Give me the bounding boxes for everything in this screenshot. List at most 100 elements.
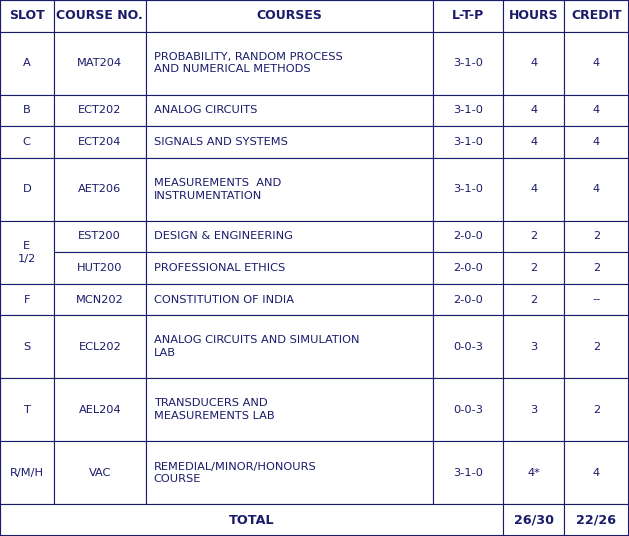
Bar <box>146 315 433 378</box>
Bar <box>146 126 433 158</box>
Bar <box>0 315 53 378</box>
Bar <box>53 221 146 252</box>
Text: ECT204: ECT204 <box>78 137 121 147</box>
Text: 0-0-3: 0-0-3 <box>454 405 483 415</box>
Bar <box>146 94 433 126</box>
Bar <box>564 378 629 442</box>
Bar <box>433 94 503 126</box>
Text: MEASUREMENTS  AND
INSTRUMENTATION: MEASUREMENTS AND INSTRUMENTATION <box>153 178 281 200</box>
Text: L-T-P: L-T-P <box>452 9 484 23</box>
Bar <box>503 442 564 504</box>
Bar <box>433 126 503 158</box>
Text: 2-0-0: 2-0-0 <box>454 294 483 304</box>
Bar <box>433 0 503 32</box>
Text: REMEDIAL/MINOR/HONOURS
COURSE: REMEDIAL/MINOR/HONOURS COURSE <box>153 461 316 485</box>
Text: F: F <box>23 294 30 304</box>
Text: 4: 4 <box>593 58 600 68</box>
Bar <box>53 0 146 32</box>
Text: 3-1-0: 3-1-0 <box>454 184 483 194</box>
Bar <box>53 284 146 315</box>
Bar <box>503 32 564 94</box>
Bar <box>564 32 629 94</box>
Text: DESIGN & ENGINEERING: DESIGN & ENGINEERING <box>153 232 292 242</box>
Bar <box>503 221 564 252</box>
Text: 4: 4 <box>530 184 537 194</box>
Bar <box>433 252 503 284</box>
Bar <box>0 442 53 504</box>
Bar <box>564 158 629 221</box>
Text: MCN202: MCN202 <box>76 294 124 304</box>
Text: 2: 2 <box>593 405 600 415</box>
Bar <box>564 315 629 378</box>
Bar <box>0 126 53 158</box>
Text: 3-1-0: 3-1-0 <box>454 58 483 68</box>
Bar <box>564 442 629 504</box>
Bar <box>503 252 564 284</box>
Bar <box>146 378 433 442</box>
Bar <box>146 442 433 504</box>
Bar <box>53 126 146 158</box>
Text: 2: 2 <box>593 263 600 273</box>
Text: 2-0-0: 2-0-0 <box>454 232 483 242</box>
Bar <box>564 504 629 536</box>
Text: 4: 4 <box>530 58 537 68</box>
Bar <box>433 32 503 94</box>
Bar <box>564 221 629 252</box>
Bar <box>0 221 53 284</box>
Bar <box>146 284 433 315</box>
Bar <box>0 0 53 32</box>
Bar <box>564 0 629 32</box>
Text: A: A <box>23 58 31 68</box>
Text: ANALOG CIRCUITS AND SIMULATION
LAB: ANALOG CIRCUITS AND SIMULATION LAB <box>153 336 359 358</box>
Text: T: T <box>23 405 30 415</box>
Text: COURSES: COURSES <box>257 9 323 23</box>
Bar <box>503 504 564 536</box>
Text: E
1/2: E 1/2 <box>18 241 36 264</box>
Bar <box>564 94 629 126</box>
Text: 4: 4 <box>593 468 600 478</box>
Text: 22/26: 22/26 <box>576 513 616 527</box>
Text: CONSTITUTION OF INDIA: CONSTITUTION OF INDIA <box>153 294 294 304</box>
Text: PROFESSIONAL ETHICS: PROFESSIONAL ETHICS <box>153 263 285 273</box>
Text: COURSE NO.: COURSE NO. <box>57 9 143 23</box>
Bar <box>0 504 503 536</box>
Text: MAT204: MAT204 <box>77 58 123 68</box>
Text: 2: 2 <box>530 263 537 273</box>
Bar <box>564 252 629 284</box>
Bar <box>146 0 433 32</box>
Bar <box>0 378 53 442</box>
Bar <box>146 252 433 284</box>
Bar <box>503 0 564 32</box>
Text: PROBABILITY, RANDOM PROCESS
AND NUMERICAL METHODS: PROBABILITY, RANDOM PROCESS AND NUMERICA… <box>153 51 342 75</box>
Text: ANALOG CIRCUITS: ANALOG CIRCUITS <box>153 106 257 115</box>
Text: AET206: AET206 <box>78 184 121 194</box>
Bar <box>433 284 503 315</box>
Bar <box>503 158 564 221</box>
Text: 3-1-0: 3-1-0 <box>454 468 483 478</box>
Bar <box>564 126 629 158</box>
Bar <box>0 158 53 221</box>
Text: C: C <box>23 137 31 147</box>
Bar <box>503 315 564 378</box>
Bar <box>0 284 53 315</box>
Text: S: S <box>23 342 30 352</box>
Text: 2: 2 <box>593 232 600 242</box>
Text: 4: 4 <box>593 184 600 194</box>
Bar <box>433 442 503 504</box>
Text: 2: 2 <box>593 342 600 352</box>
Bar <box>503 284 564 315</box>
Text: 4: 4 <box>530 137 537 147</box>
Text: 4: 4 <box>593 137 600 147</box>
Text: SIGNALS AND SYSTEMS: SIGNALS AND SYSTEMS <box>153 137 287 147</box>
Text: ECL202: ECL202 <box>79 342 121 352</box>
Text: VAC: VAC <box>89 468 111 478</box>
Text: 2: 2 <box>530 294 537 304</box>
Bar <box>53 252 146 284</box>
Text: 4*: 4* <box>527 468 540 478</box>
Bar <box>433 378 503 442</box>
Text: 3-1-0: 3-1-0 <box>454 106 483 115</box>
Text: --: -- <box>593 294 601 304</box>
Text: ECT202: ECT202 <box>78 106 121 115</box>
Bar <box>0 32 53 94</box>
Bar <box>53 32 146 94</box>
